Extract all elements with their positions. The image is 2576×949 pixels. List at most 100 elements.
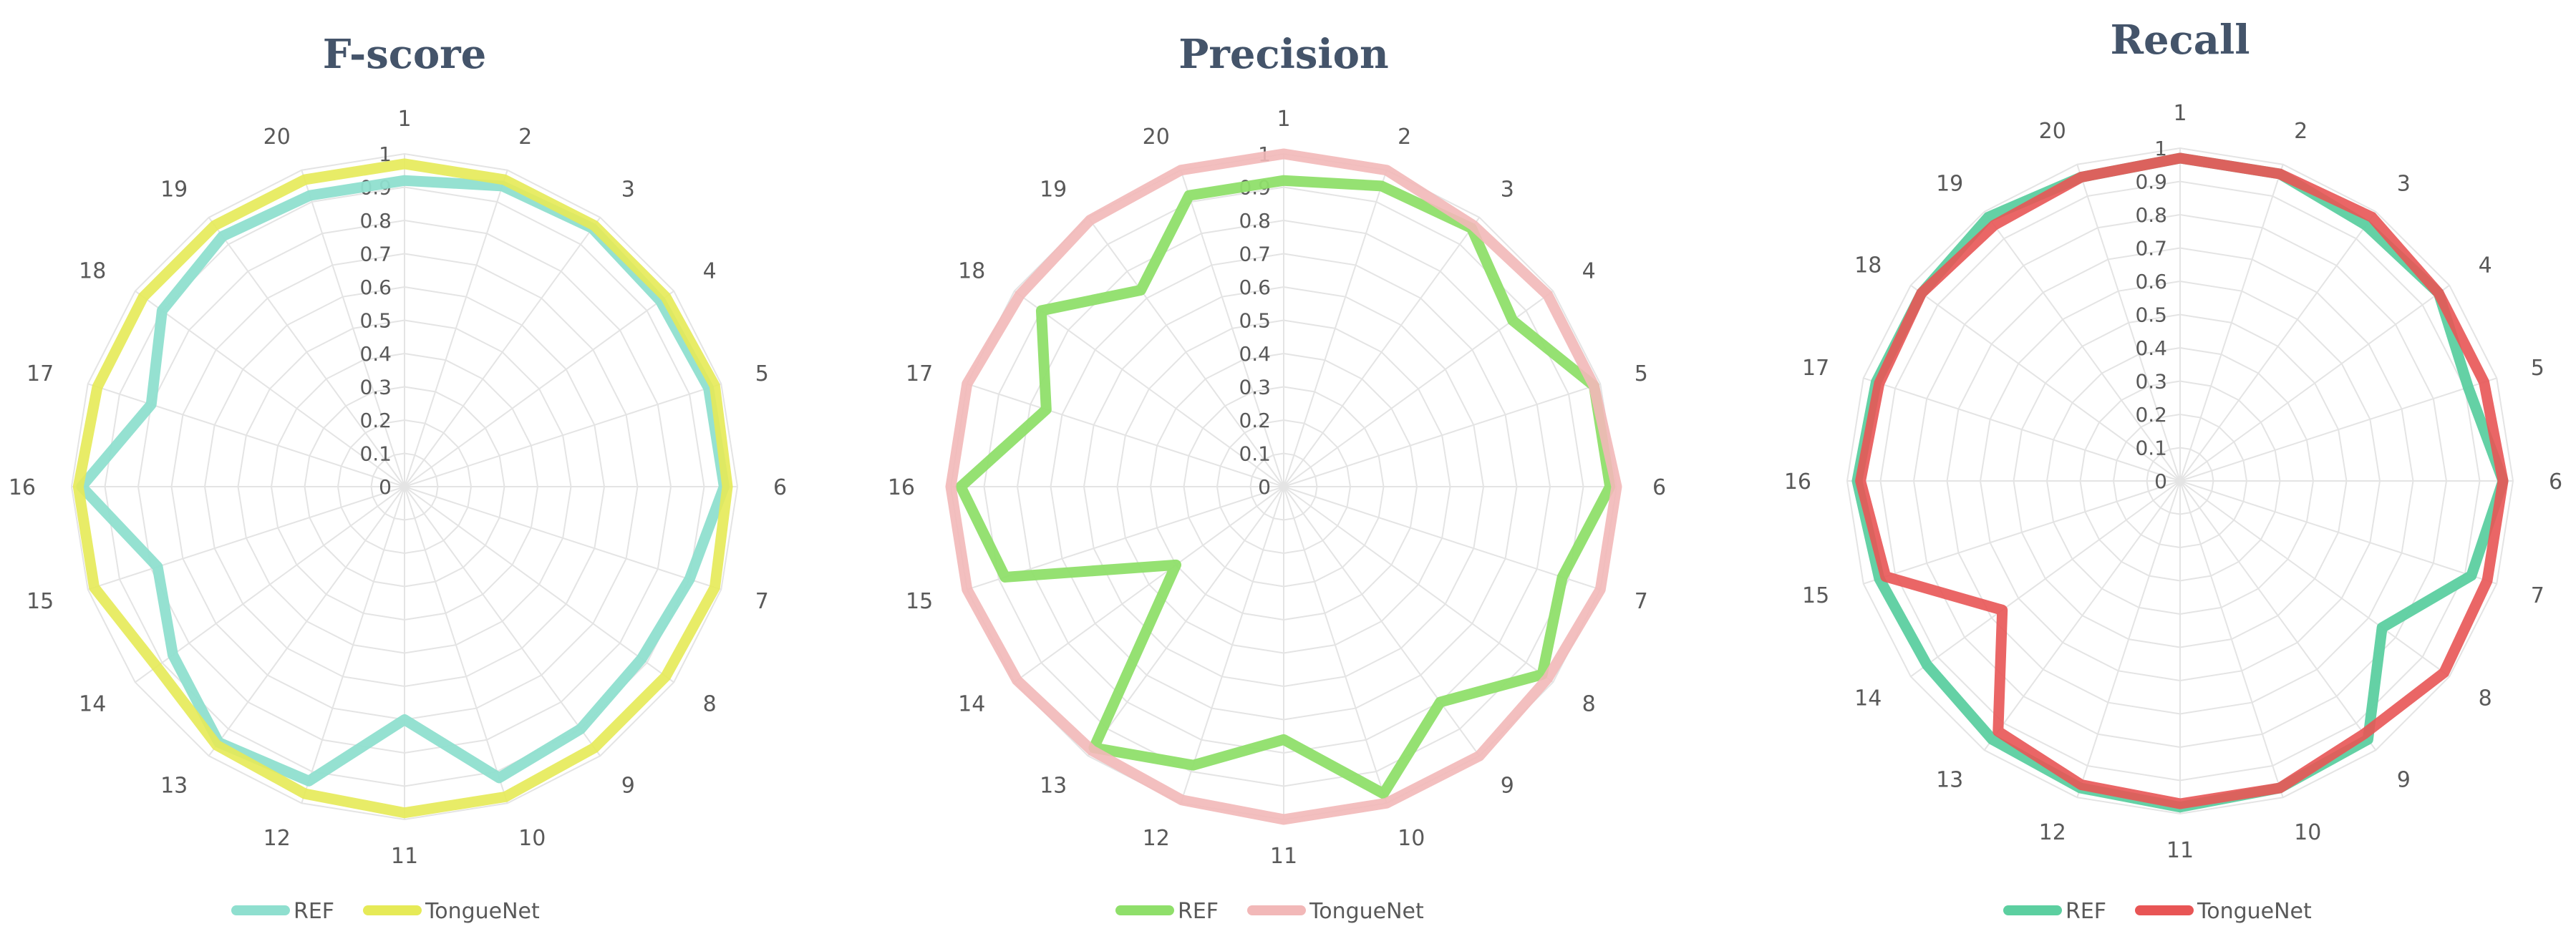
legend-label: TongueNet: [425, 899, 540, 924]
tick-label: 1: [379, 142, 392, 166]
grid-spoke: [2179, 480, 2497, 585]
tick-label: 0.3: [359, 376, 392, 399]
category-label: 5: [1635, 361, 1648, 386]
grid-spoke: [301, 170, 405, 487]
category-label: 1: [2173, 101, 2187, 126]
grid-spoke: [1863, 377, 2181, 482]
category-label: 12: [1143, 826, 1170, 851]
grid-spoke: [2076, 480, 2181, 798]
legend: REF TongueNet: [1115, 899, 1424, 924]
category-label: 3: [2397, 171, 2411, 196]
category-label: 2: [2294, 119, 2308, 144]
grid-spoke: [404, 486, 722, 590]
grid-spoke: [404, 486, 601, 756]
radar-chart-3: Recall00.10.20.30.40.50.60.70.80.9112345…: [1784, 16, 2562, 924]
legend-label: TongueNet: [1309, 899, 1424, 924]
legend-label: REF: [2066, 899, 2106, 924]
grid-spoke: [404, 486, 674, 683]
tick-label: 0.8: [2135, 203, 2167, 227]
series-line-tonguenet: [72, 158, 733, 819]
category-label: 11: [391, 844, 418, 869]
series-line-ref: [955, 175, 1616, 799]
category-label: 10: [2294, 820, 2321, 845]
series-line-tonguenet: [1855, 152, 2509, 809]
grid-spoke: [1283, 170, 1388, 487]
category-label: 3: [1501, 177, 1514, 202]
category-label: 8: [1582, 692, 1596, 717]
grid-spoke: [404, 486, 508, 804]
legend-label: REF: [294, 899, 334, 924]
category-label: 3: [621, 177, 635, 202]
category-label: 13: [160, 774, 188, 799]
category-label: 12: [263, 826, 291, 851]
tick-label: 0.9: [2135, 170, 2167, 194]
grid-spoke: [1283, 486, 1601, 590]
tick-label: 0.1: [359, 442, 392, 466]
category-label: 9: [2397, 768, 2411, 793]
category-label: 16: [1784, 469, 1811, 495]
grid-spoke: [1087, 486, 1284, 756]
category-label: 13: [1040, 774, 1067, 799]
grid-spoke: [404, 217, 601, 487]
tick-label: 0.1: [2135, 437, 2167, 460]
category-label: 1: [397, 107, 411, 132]
category-label: 10: [1398, 826, 1425, 851]
grid-spoke: [1863, 480, 2181, 585]
series-line-ref: [76, 175, 730, 787]
grid-spoke: [1283, 486, 1554, 683]
grid-spoke: [1283, 486, 1481, 756]
category-label: 8: [703, 692, 717, 717]
grid-spoke: [1983, 480, 2181, 751]
grid-spoke: [2076, 164, 2181, 482]
category-label: 5: [755, 361, 769, 386]
chart-title: Precision: [1178, 31, 1388, 78]
grid-spoke: [87, 383, 405, 487]
tick-label: 0.3: [2135, 370, 2167, 394]
category-label: 6: [1652, 475, 1666, 500]
grid-spoke: [404, 290, 674, 487]
category-label: 13: [1936, 768, 1963, 793]
category-label: 18: [1854, 253, 1882, 278]
category-label: 17: [906, 361, 933, 386]
category-label: 18: [79, 258, 106, 283]
tick-label: 0.3: [1239, 376, 1271, 399]
category-label: 15: [1802, 583, 1829, 608]
grid-spoke: [301, 486, 405, 804]
tick-label: 0.5: [1239, 309, 1271, 333]
category-label: 11: [1270, 844, 1297, 869]
grid-spoke: [2179, 284, 2450, 482]
grid-spoke: [1983, 211, 2181, 482]
grid-spoke: [1283, 290, 1554, 487]
category-label: 8: [2479, 686, 2492, 711]
grid-spoke: [1910, 480, 2181, 678]
category-label: 2: [1398, 125, 1411, 150]
tick-label: 0.7: [1239, 243, 1271, 266]
category-label: 16: [888, 475, 915, 500]
tick-label: 0: [379, 475, 392, 499]
grid-spoke: [1014, 486, 1284, 683]
radar-grid: [949, 152, 1618, 821]
category-label: 12: [2039, 820, 2066, 845]
category-label: 7: [2531, 583, 2544, 608]
tick-label: 1: [2154, 137, 2167, 160]
tick-label: 0.4: [359, 342, 392, 366]
tick-label: 0.4: [1239, 342, 1271, 366]
category-label: 7: [755, 589, 769, 614]
category-label: 15: [26, 589, 54, 614]
tick-label: 0.4: [2135, 336, 2167, 360]
tick-label: 0.7: [359, 243, 392, 266]
radar-chart-1: F-score00.10.20.30.40.50.60.70.80.911234…: [9, 31, 787, 924]
grid-spoke: [1283, 486, 1388, 804]
category-label: 6: [2549, 469, 2562, 495]
radar-chart-2: Precision00.10.20.30.40.50.60.70.80.9112…: [888, 31, 1666, 924]
tick-label: 0.7: [2135, 237, 2167, 261]
grid-spoke: [2179, 377, 2497, 482]
category-label: 11: [2166, 838, 2194, 863]
chart-title: F-score: [323, 31, 487, 78]
grid-spoke: [967, 383, 1284, 487]
series-line-tonguenet: [945, 148, 1622, 825]
category-label: 20: [1143, 125, 1170, 150]
tick-label: 0.6: [2135, 270, 2167, 293]
category-label: 14: [958, 692, 985, 717]
